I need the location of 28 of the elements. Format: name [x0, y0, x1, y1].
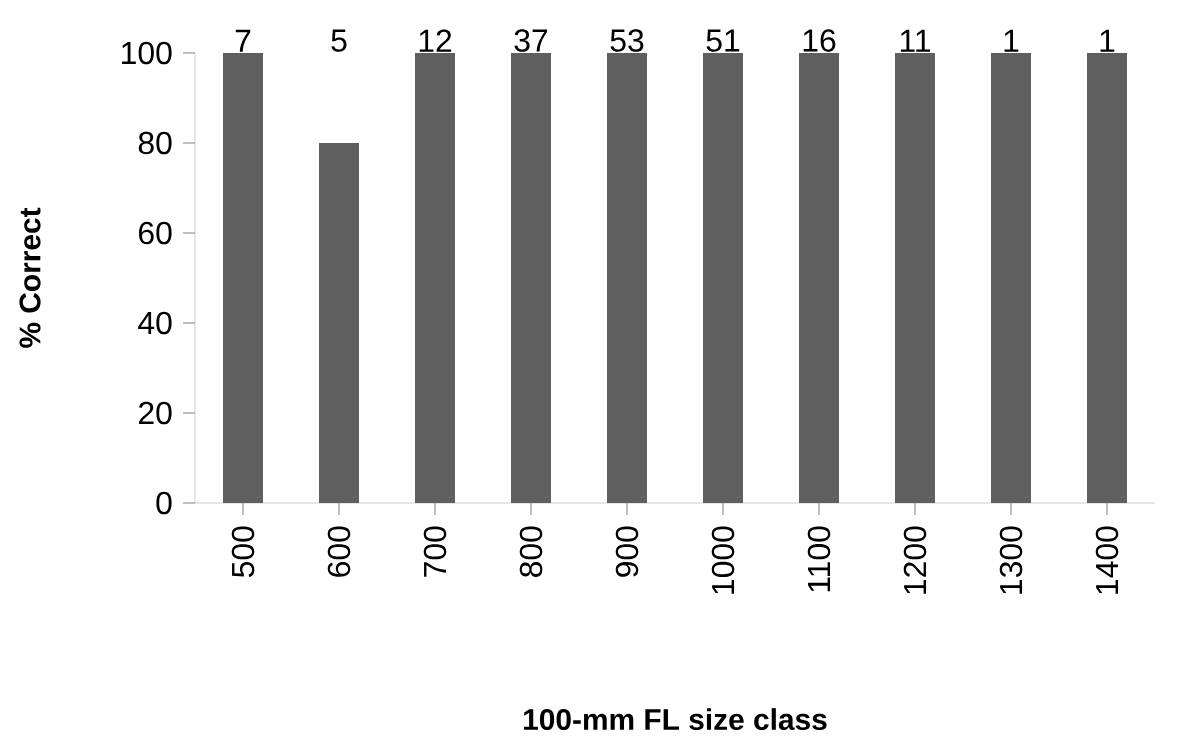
annotation: 37	[514, 29, 548, 52]
x-tick-label: 700	[423, 526, 447, 577]
x-tick-label: 600	[327, 526, 351, 577]
y-tick-label: 40	[138, 311, 172, 335]
y-tick-label: 20	[139, 401, 172, 425]
annotation: 12	[419, 29, 452, 52]
x-tick-label: 1000	[711, 526, 735, 594]
x-tick-label: 1200	[903, 526, 927, 594]
x-tick-label: 1300	[999, 526, 1023, 594]
y-tick-label: 0	[156, 491, 172, 515]
annotation: 16	[803, 29, 836, 52]
annotation: 53	[610, 29, 644, 52]
x-axis-title: 100-mm FL size class	[524, 708, 827, 731]
y-axis-title: % Correct	[19, 207, 41, 348]
annotation: 51	[706, 29, 740, 52]
x-tick-label: 900	[615, 526, 639, 577]
annotation: 7	[235, 29, 251, 52]
y-tick-label: 60	[139, 221, 172, 245]
y-tick-label: 80	[138, 131, 172, 155]
annotation: 1	[1004, 29, 1019, 52]
annotation: 1	[1100, 29, 1115, 52]
annotation: 11	[900, 29, 930, 52]
x-tick-label: 800	[519, 526, 543, 577]
x-tick-label: 1400	[1095, 526, 1119, 594]
x-tick-label: 500	[231, 526, 255, 578]
x-tick-label: 1100	[807, 526, 831, 592]
text: 5	[331, 29, 347, 52]
y-tick-label: 100	[122, 41, 172, 65]
